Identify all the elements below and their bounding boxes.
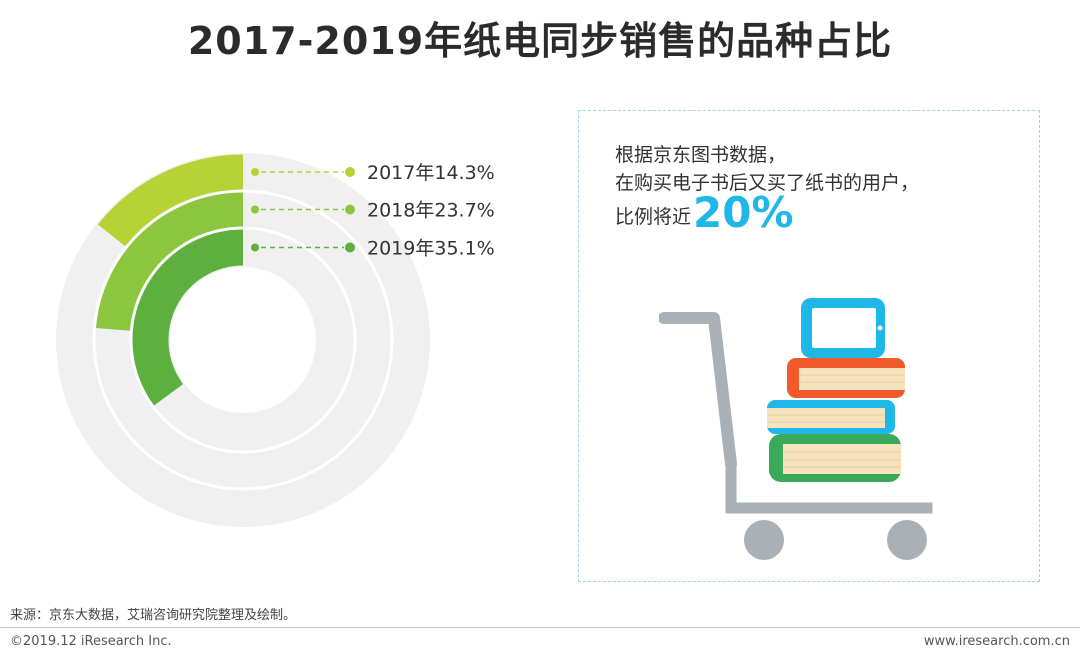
ring-separator-1 <box>129 226 357 454</box>
source-note: 来源：京东大数据，艾瑞咨询研究院整理及绘制。 <box>10 608 297 623</box>
callout-highlight-percent: 20% <box>693 188 794 237</box>
callout-line-2: 在购买电子书后又买了纸书的用户， <box>615 172 920 194</box>
callout-line-3-prefix: 比例将近 <box>615 206 692 228</box>
footer-url: www.iresearch.com.cn <box>923 634 1070 649</box>
copyright-text: ©2019.12 iResearch Inc. <box>10 634 172 649</box>
leader-start-dot-0 <box>251 168 259 176</box>
callout-text: 根据京东图书数据， 在购买电子书后又买了纸书的用户， 比例将近20% <box>615 141 920 234</box>
callout-line-3: 比例将近20% <box>615 192 919 234</box>
leader-end-dot-2 <box>345 242 355 253</box>
leader-end-dot-0 <box>345 167 355 177</box>
ring-separator-0 <box>92 189 394 491</box>
footer-divider <box>0 627 1080 628</box>
insight-callout-box: 根据京东图书数据， 在购买电子书后又买了纸书的用户， 比例将近20% <box>578 110 1040 582</box>
leader-start-dot-2 <box>251 243 259 252</box>
leader-start-dot-1 <box>251 205 259 214</box>
radial-bar-chart: 2017年14.3% 2018年23.7% 2019年35.1% <box>56 153 495 527</box>
shopping-cart-with-books-and-tablet-icon <box>659 298 933 560</box>
chart-title: 2017-2019年纸电同步销售的品种占比 <box>187 19 893 63</box>
callout-line-1: 根据京东图书数据， <box>615 144 787 166</box>
ring-bar-2017年 <box>97 154 243 247</box>
ring-bar-2018年 <box>95 192 243 331</box>
leader-end-dot-1 <box>345 204 355 215</box>
data-label-2: 2019年35.1% <box>367 238 495 260</box>
ring-bar-2019年 <box>132 229 243 406</box>
data-label-1: 2018年23.7% <box>367 200 495 222</box>
data-label-0: 2017年14.3% <box>367 162 495 184</box>
